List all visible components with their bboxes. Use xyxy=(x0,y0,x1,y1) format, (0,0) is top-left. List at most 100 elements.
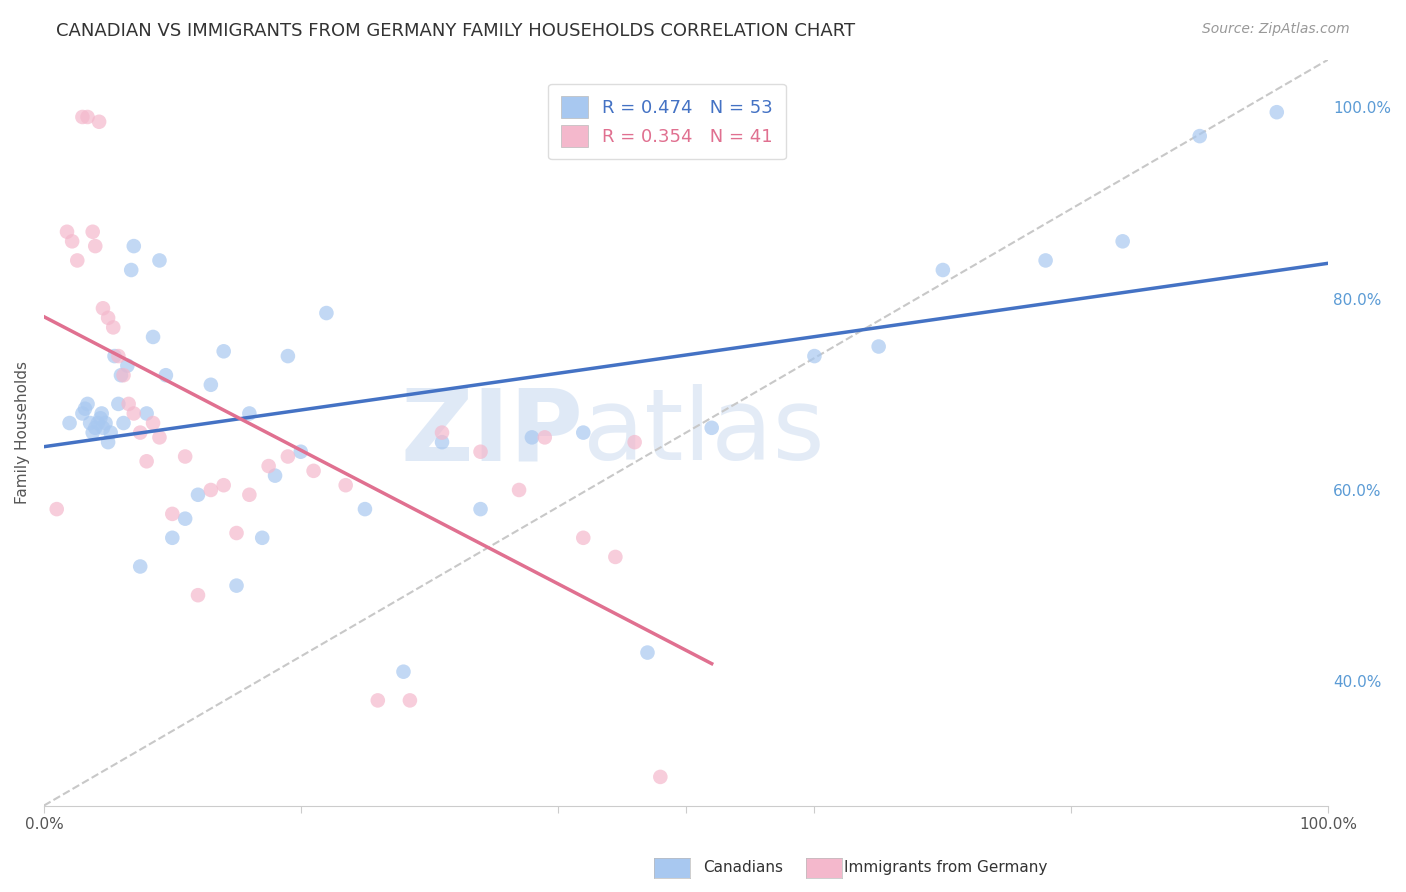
Point xyxy=(118,397,141,411)
Point xyxy=(94,416,117,430)
Point xyxy=(430,425,453,440)
Point xyxy=(45,502,67,516)
Point xyxy=(79,416,101,430)
Point xyxy=(60,235,83,249)
Point xyxy=(72,407,94,421)
Point xyxy=(58,416,80,430)
Point xyxy=(97,310,120,325)
Point xyxy=(142,330,165,344)
Point xyxy=(302,464,325,478)
Point xyxy=(56,225,79,239)
Point xyxy=(250,531,273,545)
Point xyxy=(637,646,659,660)
Point xyxy=(162,531,184,545)
Point xyxy=(82,425,104,440)
Point xyxy=(135,454,157,468)
Point xyxy=(315,306,337,320)
Point xyxy=(238,488,260,502)
Point xyxy=(187,488,209,502)
Point xyxy=(277,450,299,464)
Point xyxy=(72,110,94,124)
Point xyxy=(117,359,139,373)
Point xyxy=(200,483,222,497)
Point xyxy=(367,693,389,707)
Point xyxy=(162,507,184,521)
Point xyxy=(392,665,415,679)
Point xyxy=(155,368,177,383)
Point xyxy=(90,407,112,421)
Point xyxy=(470,502,492,516)
Point xyxy=(91,421,114,435)
Point xyxy=(76,397,98,411)
Text: ZIP: ZIP xyxy=(401,384,583,481)
Text: CANADIAN VS IMMIGRANTS FROM GERMANY FAMILY HOUSEHOLDS CORRELATION CHART: CANADIAN VS IMMIGRANTS FROM GERMANY FAMI… xyxy=(56,22,855,40)
Point xyxy=(97,435,120,450)
Y-axis label: Family Households: Family Households xyxy=(15,361,30,504)
Point xyxy=(187,588,209,602)
Point xyxy=(225,579,247,593)
Point xyxy=(87,416,110,430)
Legend: R = 0.474   N = 53, R = 0.354   N = 41: R = 0.474 N = 53, R = 0.354 N = 41 xyxy=(548,84,786,159)
Point xyxy=(66,253,89,268)
Point xyxy=(100,425,122,440)
Point xyxy=(277,349,299,363)
Point xyxy=(174,450,197,464)
Point xyxy=(174,511,197,525)
Point xyxy=(572,531,595,545)
Point xyxy=(470,444,492,458)
Point xyxy=(129,559,152,574)
Point xyxy=(89,411,111,425)
Point xyxy=(91,301,114,316)
Point xyxy=(200,377,222,392)
Point xyxy=(110,368,132,383)
Point xyxy=(112,368,135,383)
Point xyxy=(84,421,107,435)
Point xyxy=(82,225,104,239)
Text: Canadians: Canadians xyxy=(703,860,783,874)
Point xyxy=(103,349,125,363)
Point xyxy=(84,239,107,253)
Point xyxy=(290,444,312,458)
Point xyxy=(335,478,357,492)
Point xyxy=(605,549,627,564)
Point xyxy=(1265,105,1288,120)
Point xyxy=(508,483,530,497)
Point xyxy=(120,263,142,277)
Point xyxy=(122,407,145,421)
Point xyxy=(533,430,555,444)
Point xyxy=(623,435,645,450)
Point xyxy=(107,349,129,363)
Point xyxy=(803,349,825,363)
Point xyxy=(1035,253,1057,268)
Point xyxy=(87,115,110,129)
Point xyxy=(212,344,235,359)
Point xyxy=(257,459,280,474)
Point xyxy=(700,421,723,435)
Point xyxy=(238,407,260,421)
Point xyxy=(73,401,96,416)
Point xyxy=(354,502,377,516)
Point xyxy=(148,253,170,268)
Point xyxy=(264,468,287,483)
Point xyxy=(212,478,235,492)
Point xyxy=(520,430,543,444)
Point xyxy=(112,416,135,430)
Point xyxy=(135,407,157,421)
Point xyxy=(103,320,125,334)
Point xyxy=(148,430,170,444)
Point xyxy=(868,339,890,353)
Point xyxy=(76,110,98,124)
Point xyxy=(430,435,453,450)
Point xyxy=(572,425,595,440)
Point xyxy=(225,526,247,541)
Point xyxy=(932,263,955,277)
Point xyxy=(1188,129,1211,144)
Text: Source: ZipAtlas.com: Source: ZipAtlas.com xyxy=(1202,22,1350,37)
Point xyxy=(129,425,152,440)
Point xyxy=(399,693,422,707)
Point xyxy=(107,397,129,411)
Point xyxy=(1111,235,1133,249)
Point xyxy=(650,770,672,784)
Text: Immigrants from Germany: Immigrants from Germany xyxy=(844,860,1047,874)
Point xyxy=(122,239,145,253)
